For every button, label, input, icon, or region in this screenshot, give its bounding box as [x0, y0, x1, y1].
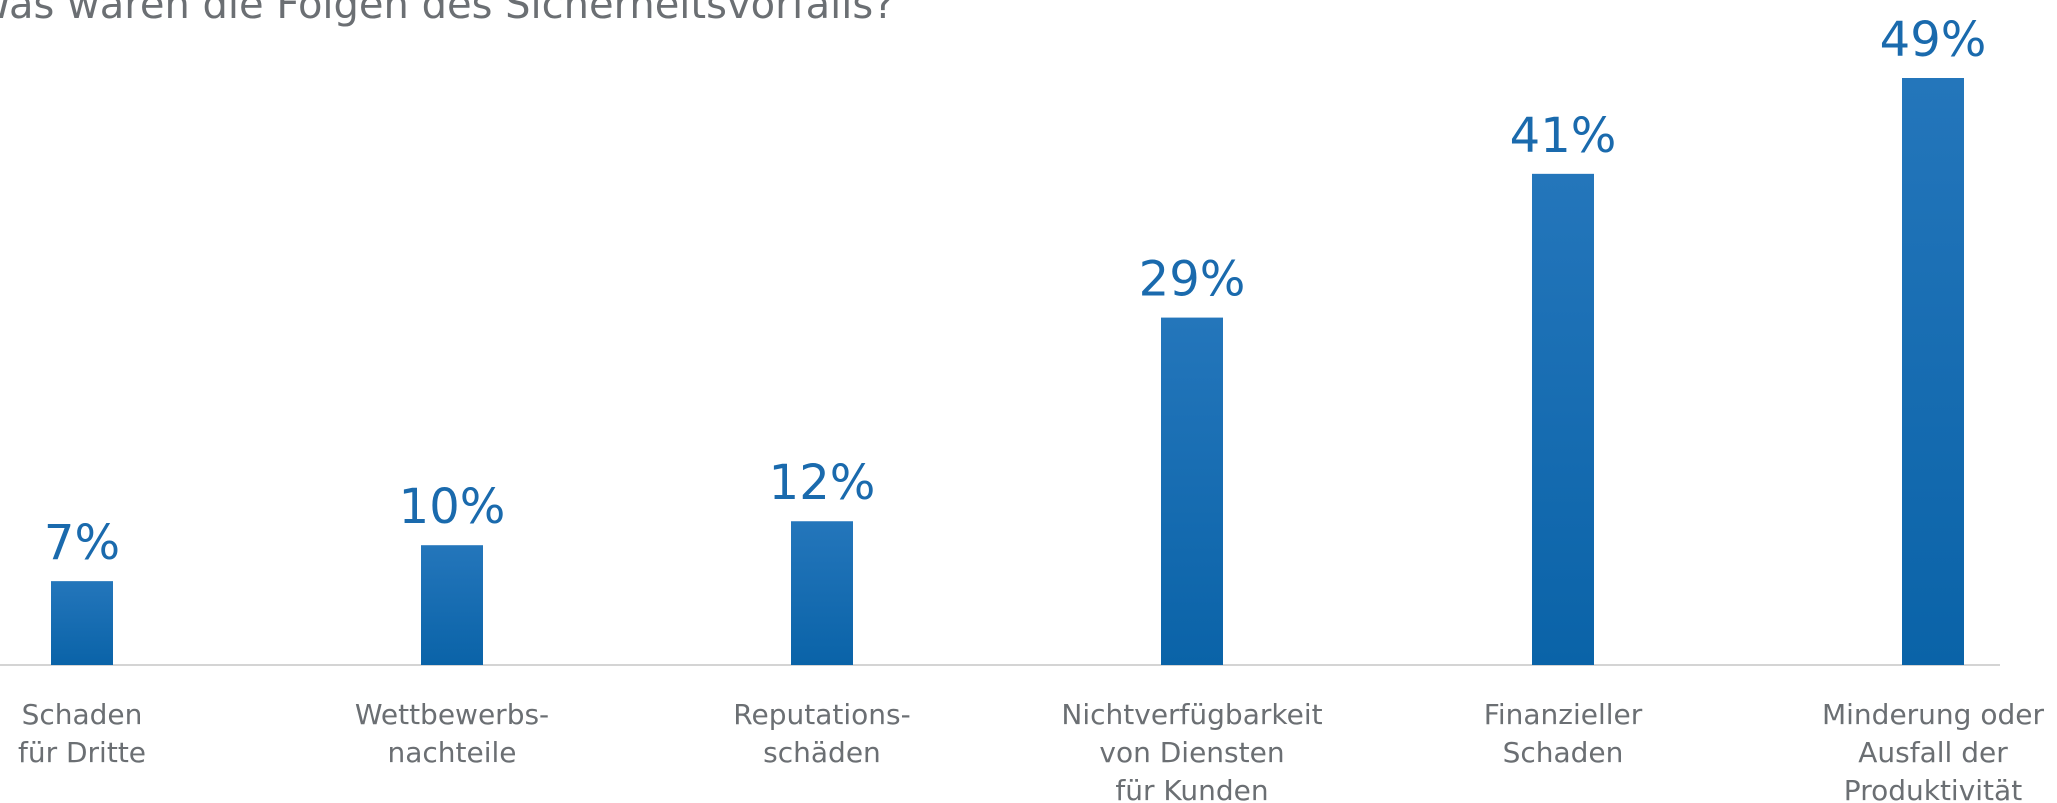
- bar-2: [791, 521, 853, 665]
- category-label-line: Produktivität: [1844, 774, 2022, 803]
- category-labels-group: Schaden für Dritte Wettbewerbs-nachteile Re…: [18, 698, 2045, 803]
- bar-0: [51, 581, 113, 665]
- data-label-0: 7%: [44, 515, 120, 571]
- bar-3: [1161, 317, 1223, 665]
- category-label-line: von Diensten: [1099, 736, 1284, 769]
- category-label-line: nachteile: [387, 736, 516, 769]
- data-label-1: 10%: [399, 479, 506, 535]
- bars-group: [51, 78, 1964, 665]
- bar-1: [421, 545, 483, 665]
- category-label-3: Nichtverfügbarkeit von Diensten für Kunden: [1061, 698, 1322, 803]
- chart-title: Was waren die Folgen des Sicherheitsvorf…: [0, 0, 895, 28]
- category-label-line: Finanzieller: [1484, 698, 1643, 731]
- data-label-5: 49%: [1880, 12, 1987, 68]
- data-label-2: 12%: [769, 455, 876, 511]
- data-label-4: 41%: [1510, 108, 1617, 164]
- category-label-4: Finanzieller Schaden: [1484, 698, 1643, 769]
- category-label-line: Wettbewerbs-: [355, 698, 549, 731]
- bar-4: [1532, 173, 1594, 665]
- category-label-line: Nichtverfügbarkeit: [1061, 698, 1322, 731]
- category-label-0: Schaden für Dritte: [18, 698, 146, 769]
- data-labels-group: 7% 10% 12% 29% 41% 49%: [44, 12, 1986, 571]
- category-label-line: Ausfall der: [1858, 736, 2008, 769]
- category-label-line: Reputations-: [733, 698, 910, 731]
- category-label-line: Schaden: [22, 698, 143, 731]
- category-label-line: Minderung oder: [1822, 698, 2044, 731]
- bar-5: [1902, 78, 1964, 665]
- category-label-line: Schaden: [1503, 736, 1624, 769]
- category-label-5: Minderung oder Ausfall der Produktivität: [1822, 698, 2044, 803]
- category-label-line: für Kunden: [1115, 774, 1268, 803]
- category-label-2: Reputations-schäden: [733, 698, 910, 769]
- category-label-line: schäden: [763, 736, 881, 769]
- category-label-1: Wettbewerbs-nachteile: [355, 698, 549, 769]
- category-label-line: für Dritte: [18, 736, 146, 769]
- data-label-3: 29%: [1139, 252, 1246, 308]
